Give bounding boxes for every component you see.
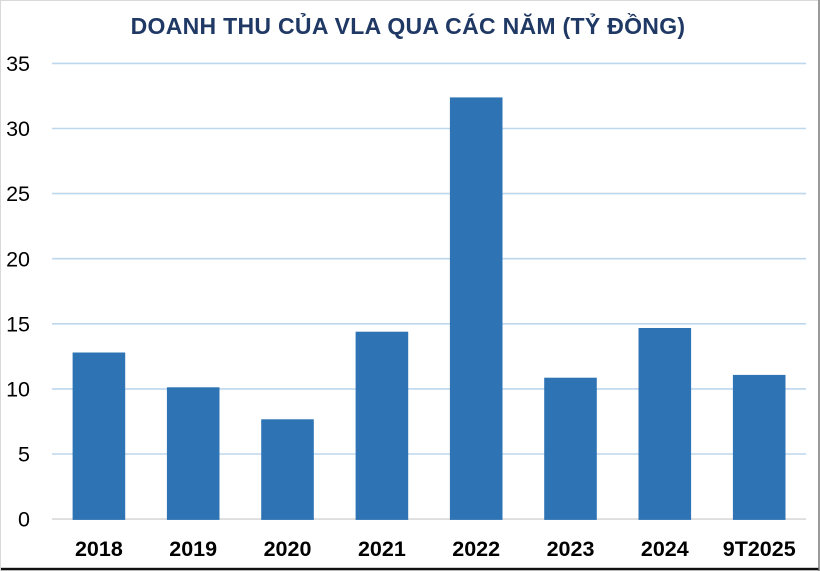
svg-text:2022: 2022 <box>452 537 500 561</box>
svg-text:2021: 2021 <box>358 537 406 561</box>
svg-text:2023: 2023 <box>547 537 595 561</box>
svg-text:2018: 2018 <box>75 537 123 561</box>
svg-text:35: 35 <box>6 52 30 76</box>
svg-text:0: 0 <box>18 508 30 532</box>
svg-text:20: 20 <box>6 247 30 271</box>
svg-text:DOANH THU CỦA VLA QUA CÁC NĂM: DOANH THU CỦA VLA QUA CÁC NĂM (TỶ ĐỒNG) <box>131 11 686 39</box>
svg-text:5: 5 <box>18 443 30 467</box>
svg-text:30: 30 <box>6 117 30 141</box>
svg-text:2024: 2024 <box>641 537 689 561</box>
svg-text:9T2025: 9T2025 <box>723 537 796 561</box>
svg-text:25: 25 <box>6 182 30 206</box>
svg-text:15: 15 <box>6 312 30 336</box>
svg-text:2019: 2019 <box>169 537 217 561</box>
svg-text:10: 10 <box>6 378 30 402</box>
svg-text:2020: 2020 <box>264 537 312 561</box>
